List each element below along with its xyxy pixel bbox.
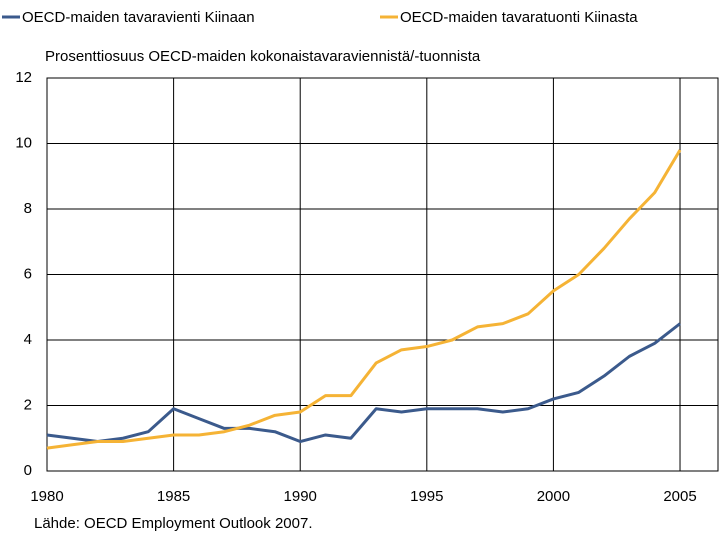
series-line xyxy=(46,149,682,450)
x-tick-label: 2000 xyxy=(537,488,570,505)
x-tick-label: 1995 xyxy=(410,488,443,505)
series-line xyxy=(46,322,681,444)
x-tick-label: 1990 xyxy=(284,488,317,505)
y-tick-label: 4 xyxy=(24,331,32,348)
y-tick-label: 6 xyxy=(24,265,32,282)
y-tick-label: 12 xyxy=(15,69,32,86)
legend-label: OECD-maiden tavaratuonti Kiinasta xyxy=(400,9,638,26)
y-tick-label: 0 xyxy=(24,462,32,479)
legend-label: OECD-maiden tavaravienti Kiinaan xyxy=(22,9,255,26)
chart-subtitle: Prosenttiosuus OECD-maiden kokonaistavar… xyxy=(45,48,481,65)
x-tick-label: 1985 xyxy=(157,488,190,505)
x-tick-label: 1980 xyxy=(30,488,63,505)
source: Lähde: OECD Employment Outlook 2007. xyxy=(34,515,312,532)
y-tick-label: 10 xyxy=(15,134,32,151)
y-tick-label: 8 xyxy=(24,200,32,217)
x-tick-label: 2005 xyxy=(663,488,696,505)
y-tick-label: 2 xyxy=(24,396,32,413)
